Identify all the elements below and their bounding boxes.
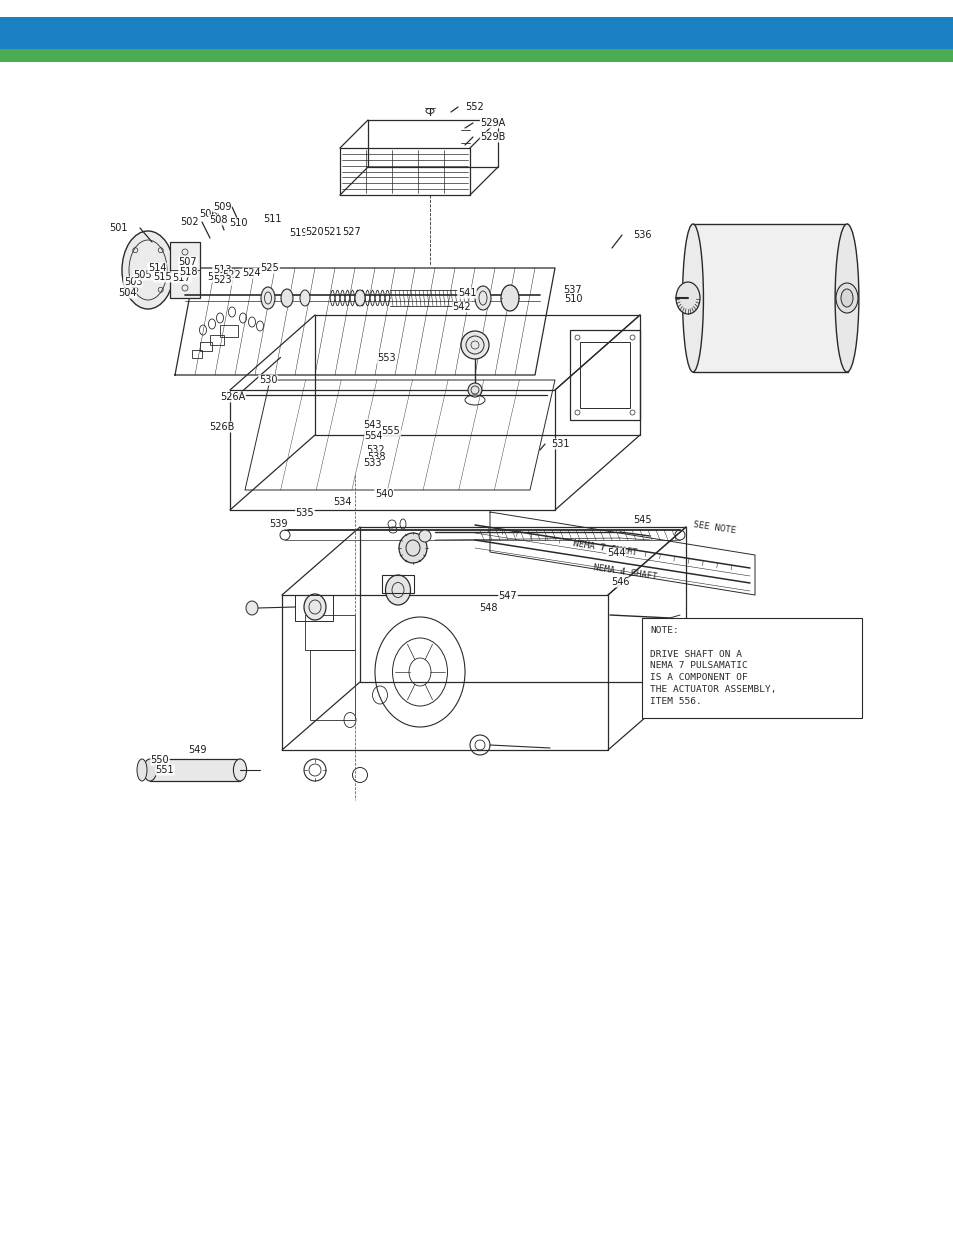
Bar xyxy=(0,49,953,62)
Text: NEMA 7 SHAFT: NEMA 7 SHAFT xyxy=(572,538,637,557)
Text: 544: 544 xyxy=(606,548,624,558)
Bar xyxy=(692,224,847,372)
Text: 511: 511 xyxy=(262,214,281,224)
Text: 541: 541 xyxy=(457,288,476,298)
Ellipse shape xyxy=(281,289,293,308)
Ellipse shape xyxy=(841,289,852,308)
Text: NOTE:

DRIVE SHAFT ON A
NEMA 7 PULSAMATIC
IS A COMPONENT OF
THE ACTUATOR ASSEMBL: NOTE: DRIVE SHAFT ON A NEMA 7 PULSAMATIC… xyxy=(649,626,776,705)
Text: 535: 535 xyxy=(295,508,314,517)
Text: 505: 505 xyxy=(133,270,152,280)
Text: 508: 508 xyxy=(209,215,227,225)
Bar xyxy=(200,342,212,351)
Ellipse shape xyxy=(500,285,518,311)
Text: 539: 539 xyxy=(269,519,287,529)
Text: 534: 534 xyxy=(333,496,351,508)
Ellipse shape xyxy=(468,383,481,396)
Bar xyxy=(294,595,333,621)
Text: 529B: 529B xyxy=(479,132,505,142)
Text: 521: 521 xyxy=(323,227,342,237)
Text: 536: 536 xyxy=(632,230,651,240)
Text: 548: 548 xyxy=(478,603,497,613)
Ellipse shape xyxy=(475,287,491,310)
Text: SEE NOTE: SEE NOTE xyxy=(692,520,736,536)
Ellipse shape xyxy=(233,760,246,781)
Text: 524: 524 xyxy=(242,268,261,278)
Text: 551: 551 xyxy=(155,764,174,776)
Ellipse shape xyxy=(143,760,156,781)
Text: 501: 501 xyxy=(109,224,127,233)
Text: 510: 510 xyxy=(229,219,247,228)
Text: 552: 552 xyxy=(465,103,484,112)
Ellipse shape xyxy=(304,594,326,620)
Bar xyxy=(210,335,224,345)
Text: 545: 545 xyxy=(633,515,652,525)
Ellipse shape xyxy=(418,530,431,542)
Text: 529A: 529A xyxy=(480,119,505,128)
Text: 537: 537 xyxy=(563,285,581,295)
Text: 515: 515 xyxy=(153,272,172,282)
Text: 502: 502 xyxy=(180,217,199,227)
Ellipse shape xyxy=(676,282,700,314)
Text: 525: 525 xyxy=(260,263,279,273)
Text: 507: 507 xyxy=(178,257,197,267)
Text: 547: 547 xyxy=(498,592,517,601)
Text: 509: 509 xyxy=(213,203,231,212)
Text: 543: 543 xyxy=(362,420,381,430)
Ellipse shape xyxy=(835,283,857,312)
Text: 555: 555 xyxy=(381,426,400,436)
Text: 526A: 526A xyxy=(220,391,245,403)
Text: 526B: 526B xyxy=(209,422,234,432)
Text: 518: 518 xyxy=(178,267,197,277)
Text: 527: 527 xyxy=(342,227,361,237)
Text: 519: 519 xyxy=(289,228,307,238)
Ellipse shape xyxy=(355,290,365,306)
Text: 520: 520 xyxy=(305,227,324,237)
Bar xyxy=(170,242,200,298)
Text: 538: 538 xyxy=(366,452,385,462)
Text: 532: 532 xyxy=(366,445,385,454)
Bar xyxy=(305,615,355,650)
Text: 522: 522 xyxy=(222,270,241,280)
Text: 513: 513 xyxy=(213,266,231,275)
Text: 517: 517 xyxy=(172,273,192,283)
Text: 530: 530 xyxy=(258,375,277,385)
Ellipse shape xyxy=(398,534,427,563)
Bar xyxy=(579,342,629,408)
Ellipse shape xyxy=(299,290,310,306)
Text: 504: 504 xyxy=(117,288,136,298)
Ellipse shape xyxy=(246,601,257,615)
Bar xyxy=(0,0,953,17)
Bar xyxy=(192,350,202,358)
Text: 503: 503 xyxy=(124,277,142,287)
Bar xyxy=(641,618,862,718)
Ellipse shape xyxy=(122,231,173,309)
Ellipse shape xyxy=(261,287,274,309)
Text: 510: 510 xyxy=(563,294,581,304)
Bar xyxy=(310,650,355,720)
Bar xyxy=(0,17,953,49)
Ellipse shape xyxy=(460,331,489,359)
Text: 533: 533 xyxy=(362,458,381,468)
Bar xyxy=(381,576,414,593)
Text: 514: 514 xyxy=(148,263,166,273)
Bar xyxy=(220,325,237,337)
Ellipse shape xyxy=(385,576,410,605)
Text: 506: 506 xyxy=(198,209,217,219)
Text: NEMA 4 SHAFT: NEMA 4 SHAFT xyxy=(592,563,657,582)
Ellipse shape xyxy=(681,224,702,372)
Text: 550: 550 xyxy=(151,755,169,764)
Text: 554: 554 xyxy=(364,431,383,441)
Text: 540: 540 xyxy=(375,489,393,499)
Text: 546: 546 xyxy=(610,577,629,587)
Text: 553: 553 xyxy=(377,353,395,363)
Ellipse shape xyxy=(137,760,147,781)
Bar xyxy=(150,760,240,781)
Ellipse shape xyxy=(834,224,858,372)
Text: 512: 512 xyxy=(208,272,226,282)
Text: 531: 531 xyxy=(550,438,569,450)
Text: 549: 549 xyxy=(188,745,206,755)
Text: 523: 523 xyxy=(213,275,233,285)
Text: 542: 542 xyxy=(453,303,471,312)
Bar xyxy=(569,330,639,420)
